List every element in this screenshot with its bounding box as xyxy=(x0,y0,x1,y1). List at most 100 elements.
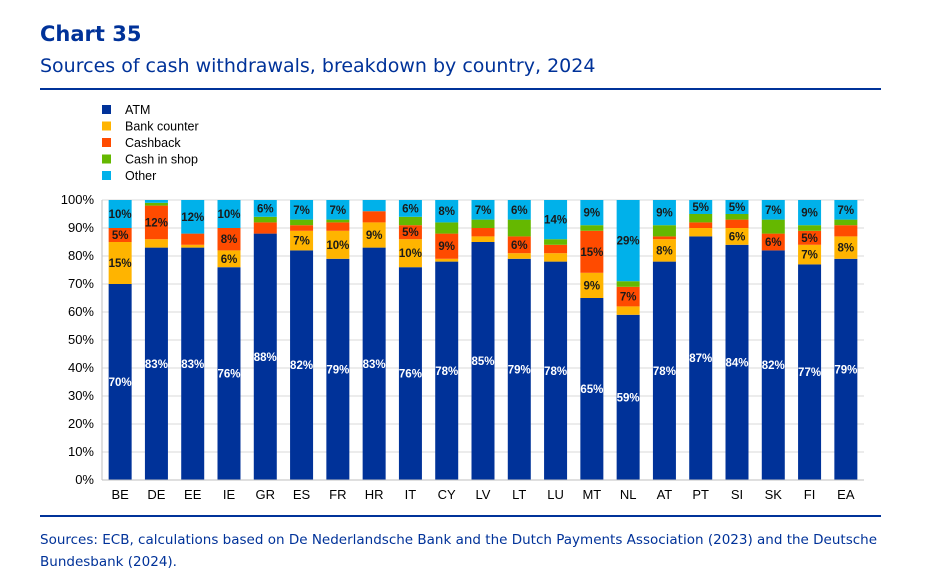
bar-cashback-it xyxy=(398,225,422,240)
bar-cash-in-shop-de xyxy=(144,202,168,206)
x-tick-label: BE xyxy=(111,487,129,502)
bar-cashback-at xyxy=(652,236,676,240)
y-tick-label: 10% xyxy=(68,444,94,459)
bar-cashback-pt xyxy=(689,222,713,228)
data-label: 83% xyxy=(363,359,386,371)
data-label: 82% xyxy=(290,360,313,372)
x-tick-label: FI xyxy=(804,487,816,502)
chart-number: Chart 35 xyxy=(40,22,142,46)
bar-other-lt xyxy=(507,200,531,220)
data-label: 5% xyxy=(729,202,746,214)
bar-cash-in-shop-fr xyxy=(326,219,350,223)
y-tick-label: 60% xyxy=(68,304,94,319)
data-label: 7% xyxy=(293,236,310,248)
data-label: 70% xyxy=(109,377,132,389)
bar-atm-cy xyxy=(435,261,459,480)
data-label: 10% xyxy=(326,240,349,252)
x-tick-label: ES xyxy=(293,487,311,502)
bar-atm-lv xyxy=(471,242,495,480)
data-label: 88% xyxy=(254,352,277,364)
bar-cashback-fr xyxy=(326,222,350,231)
bar-cash-in-shop-lv xyxy=(471,219,495,228)
x-tick-label: SK xyxy=(765,487,783,502)
data-label: 10% xyxy=(217,209,240,221)
data-label: 7% xyxy=(293,205,310,217)
bar-bank-counter-pt xyxy=(689,228,713,237)
bar-atm-gr xyxy=(253,233,277,480)
bar-other-cy xyxy=(435,200,459,223)
bar-cashback-de xyxy=(144,205,168,240)
legend-swatch xyxy=(102,138,111,147)
bar-other-lv xyxy=(471,200,495,220)
bar-cashback-ie xyxy=(217,228,241,251)
bar-cashback-nl xyxy=(616,286,640,307)
data-label: 7% xyxy=(838,205,855,217)
bar-atm-hr xyxy=(362,247,386,480)
bar-bank-counter-ie xyxy=(217,250,241,268)
x-tick-label: LV xyxy=(476,487,491,502)
x-tick-label: DE xyxy=(147,487,165,502)
data-label: 8% xyxy=(221,234,238,246)
bar-other-at xyxy=(652,200,676,226)
data-label: 6% xyxy=(511,240,528,252)
data-label: 79% xyxy=(326,364,349,376)
bar-bank-counter-ee xyxy=(181,244,205,248)
data-label: 10% xyxy=(109,209,132,221)
bar-other-fr xyxy=(326,200,350,220)
bar-cash-in-shop-sk xyxy=(761,219,785,234)
data-label: 87% xyxy=(689,353,712,365)
x-tick-label: IE xyxy=(223,487,236,502)
bar-other-it xyxy=(398,200,422,217)
data-label: 6% xyxy=(765,237,782,249)
x-tick-label: PT xyxy=(692,487,709,502)
sources-rule xyxy=(40,515,881,517)
y-tick-label: 90% xyxy=(68,220,94,235)
bar-cash-in-shop-es xyxy=(290,219,314,226)
data-label: 78% xyxy=(435,366,458,378)
bar-cash-in-shop-si xyxy=(725,214,749,220)
data-label: 82% xyxy=(762,360,785,372)
bar-cashback-lv xyxy=(471,228,495,237)
legend-label: Cashback xyxy=(125,136,181,150)
bar-cash-in-shop-cy xyxy=(435,222,459,234)
data-label: 15% xyxy=(580,247,603,259)
y-tick-label: 100% xyxy=(61,192,95,207)
bar-atm-si xyxy=(725,244,749,480)
bar-other-nl xyxy=(616,200,640,282)
data-label: 79% xyxy=(834,364,857,376)
y-axis: 0% 10% 20% 30% 40% 50% 60% 70% 80% 90% 100% xyxy=(61,192,103,487)
data-label: 76% xyxy=(399,369,422,381)
data-label: 9% xyxy=(366,230,383,242)
x-tick-label: HR xyxy=(365,487,384,502)
data-label: 6% xyxy=(511,205,528,217)
bar-other-ea xyxy=(834,200,858,220)
bar-cashback-mt xyxy=(580,230,604,273)
bar-atm-be xyxy=(108,284,132,480)
data-label: 9% xyxy=(656,208,673,220)
sources-note: Sources: ECB, calculations based on De N… xyxy=(40,532,878,570)
legend-label: Other xyxy=(125,169,156,183)
bar-other-de xyxy=(144,200,168,203)
bar-atm-ie xyxy=(217,267,241,480)
bar-cashback-gr xyxy=(253,222,277,234)
bar-other-lu xyxy=(544,200,568,240)
x-tick-label: FR xyxy=(329,487,346,502)
bar-atm-nl xyxy=(616,314,640,480)
data-label: 78% xyxy=(544,366,567,378)
chart-title: Sources of cash withdrawals, breakdown b… xyxy=(40,55,596,77)
data-label: 12% xyxy=(145,217,168,229)
bar-other-pt xyxy=(689,200,713,214)
data-label: 5% xyxy=(801,233,818,245)
y-tick-label: 40% xyxy=(68,360,94,375)
bar-cash-in-shop-mt xyxy=(580,225,604,231)
data-label: 14% xyxy=(544,215,567,227)
data-label: 59% xyxy=(617,392,640,404)
data-label: 7% xyxy=(475,205,492,217)
data-label: 5% xyxy=(692,202,709,214)
x-tick-label: CY xyxy=(438,487,456,502)
bar-cash-in-shop-lt xyxy=(507,219,531,237)
bar-other-sk xyxy=(761,200,785,220)
data-label: 7% xyxy=(765,205,782,217)
data-label: 5% xyxy=(112,230,129,242)
data-labels: 70% 15% 5% 10% 83% 12% 83% 12% 76% 6% 8% 10% 88% 6% 82… xyxy=(109,202,858,404)
